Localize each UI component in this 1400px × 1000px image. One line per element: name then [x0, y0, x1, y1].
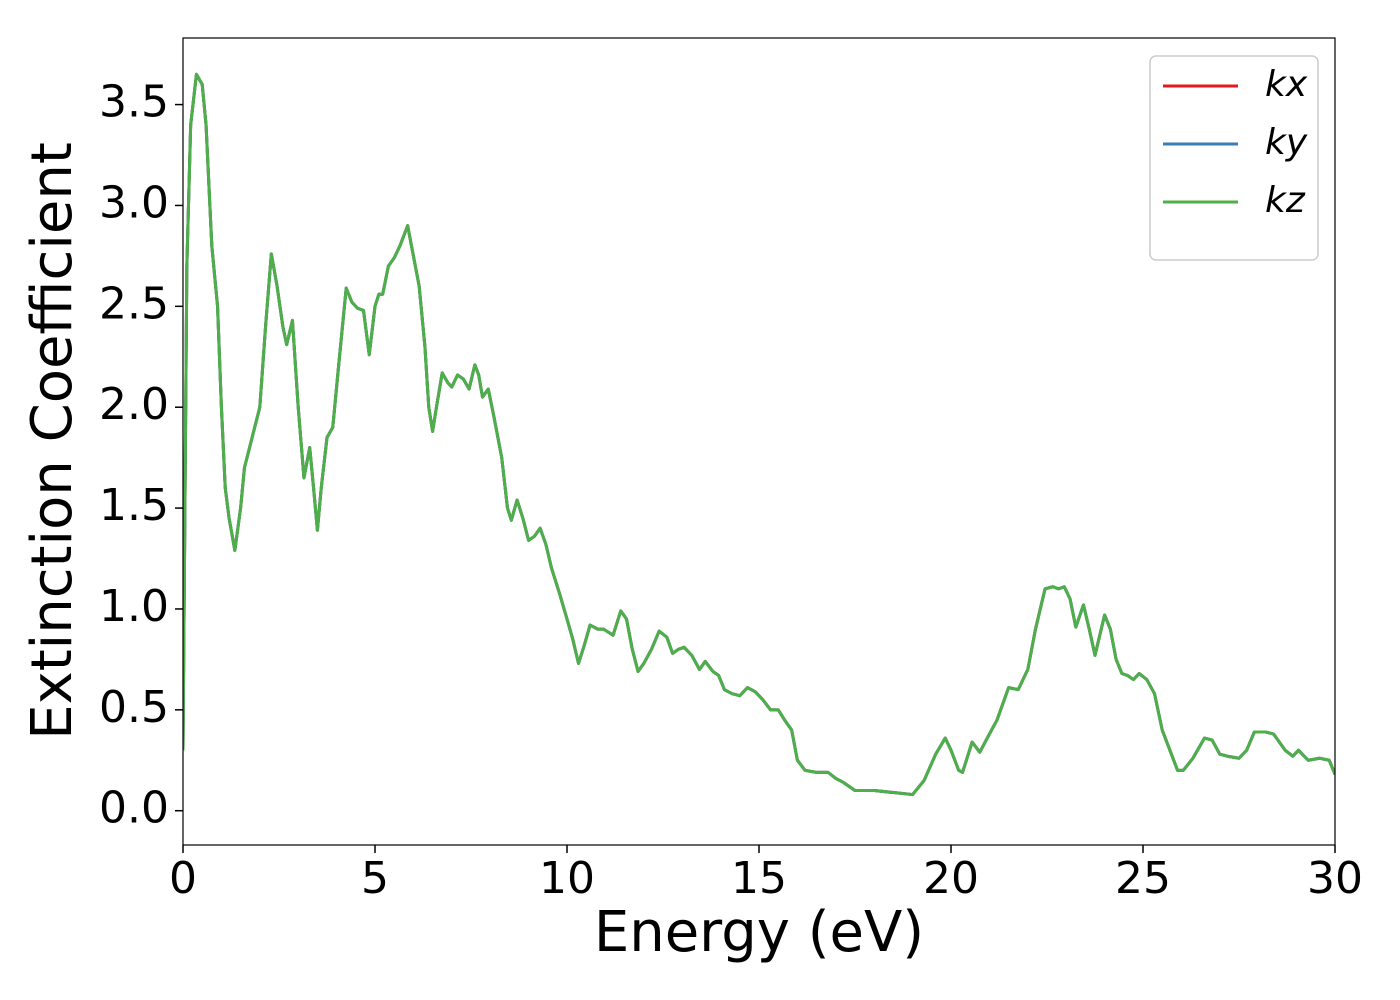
plot-frame: [182, 37, 1336, 846]
y-tick-label: 3.5: [99, 77, 169, 128]
y-tick-label: 1.0: [99, 581, 169, 632]
y-tick-label: 2.0: [99, 379, 169, 430]
y-tick-label: 1.5: [99, 480, 169, 531]
x-tick-label: 10: [539, 853, 595, 904]
y-axis-label: Extinction Coefficient: [20, 142, 85, 740]
y-tick-label: 0.0: [99, 783, 169, 834]
y-tick-label: 0.5: [99, 682, 169, 733]
x-tick-label: 30: [1307, 853, 1363, 904]
legend-box: [1149, 55, 1319, 261]
legend-label: ky: [1265, 122, 1308, 163]
y-tick-label: 3.0: [99, 177, 169, 228]
legend-label: kx: [1265, 64, 1308, 105]
y-tick-label: 2.5: [99, 278, 169, 329]
x-tick-label: 5: [361, 853, 389, 904]
x-tick-label: 0: [169, 853, 197, 904]
x-tick-label: 25: [1115, 853, 1171, 904]
legend-label: kz: [1265, 180, 1306, 221]
x-axis-label: Energy (eV): [594, 900, 924, 965]
x-tick-label: 15: [731, 853, 787, 904]
series-line: [183, 72, 1335, 797]
x-tick-label: 20: [923, 853, 979, 904]
